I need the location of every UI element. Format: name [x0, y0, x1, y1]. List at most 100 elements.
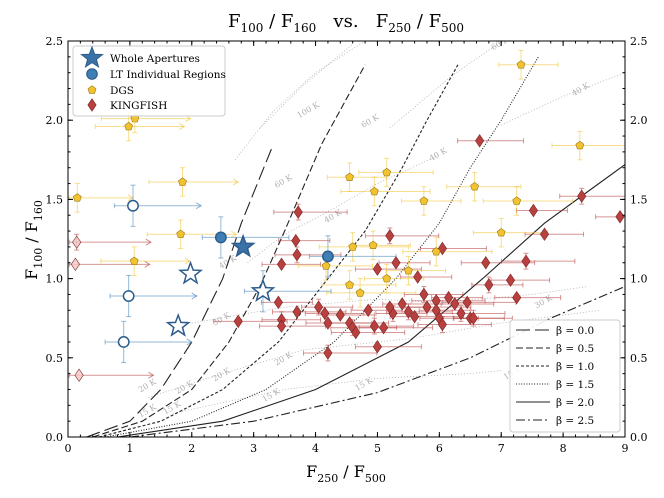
- beta-curve: [129, 285, 625, 437]
- kingfish-point: [72, 235, 82, 249]
- dgs-point: [404, 266, 413, 275]
- whole-aperture-point: [165, 312, 191, 337]
- dgs-point: [345, 172, 354, 181]
- kingfish-point: [293, 205, 303, 219]
- legend-circle-icon: [86, 68, 98, 80]
- legend-pentagon-icon: [87, 85, 97, 94]
- kingfish-point: [372, 339, 382, 354]
- dgs-point: [355, 288, 365, 297]
- temperature-line: [501, 72, 625, 126]
- error-arrow: [184, 257, 191, 265]
- x-tick-label: 5: [374, 442, 381, 455]
- chart-title: F100 / F160 vs. F250 / F500: [228, 11, 464, 35]
- kingfish-point: [462, 295, 472, 310]
- plot-frame: [67, 40, 626, 438]
- beta-label-2: β = 1.0: [556, 361, 594, 373]
- legend-label-dgs: DGS: [110, 85, 134, 97]
- whole-aperture-point: [230, 233, 256, 258]
- temperature-line: [191, 286, 588, 324]
- temperature-label: 40 K: [323, 207, 345, 225]
- temperature-label: 20 K: [273, 350, 295, 368]
- beta-curve: [86, 146, 273, 437]
- y-tick-label-right: 1.5: [630, 193, 648, 206]
- kingfish-point: [539, 227, 550, 241]
- kingfish-point: [276, 257, 287, 272]
- y-tick-label-right: 0.0: [630, 431, 648, 444]
- legend-star-icon: [80, 45, 104, 69]
- legend-label-whole: Whole Apertures: [110, 53, 200, 65]
- temperature-label: 30 K: [533, 293, 555, 311]
- kingfish-point: [397, 297, 407, 311]
- kingfish-point: [379, 320, 389, 335]
- temperature-label: 20 K: [211, 366, 233, 384]
- y-tick-label: 0.0: [46, 431, 64, 444]
- dgs-point: [419, 196, 429, 205]
- kingfish-point: [512, 290, 522, 305]
- kingfish-point: [481, 256, 491, 270]
- kingfish-point: [363, 303, 373, 318]
- kingfish-point: [422, 300, 432, 314]
- temperature-line: [259, 43, 353, 129]
- x-tick-label: 7: [498, 442, 505, 455]
- kingfish-point: [276, 319, 287, 333]
- temperature-label: 15 K: [162, 399, 184, 417]
- kingfish-point: [437, 317, 447, 332]
- beta-label-1: β = 0.5: [556, 343, 594, 355]
- kingfish-point: [505, 273, 516, 287]
- whole-aperture-point: [178, 260, 204, 285]
- kingfish-point: [419, 287, 429, 302]
- x-tick-label: 2: [188, 442, 195, 455]
- beta-curve: [92, 64, 366, 437]
- error-arrow: [185, 115, 192, 123]
- x-tick-label: 8: [560, 442, 567, 455]
- y-tick-label: 2.5: [46, 35, 64, 48]
- x-tick-label: 4: [312, 442, 319, 455]
- y-tick-label: 1.5: [46, 193, 64, 206]
- temperature-label: 30 K: [211, 310, 233, 328]
- error-arrow: [144, 260, 151, 268]
- y-tick-label-right: 2.0: [630, 114, 648, 127]
- error-arrow: [191, 292, 198, 300]
- axes: 0 1 2 3 4 5 6 7 8 90.0 0.00.5 0.51.0 1.01.5 1.52.0 2.0…: [46, 35, 648, 455]
- beta-label-0: β = 0.0: [556, 325, 594, 337]
- legend-frame: [72, 45, 226, 117]
- kingfish-point: [385, 229, 395, 243]
- kingfish-point: [323, 346, 333, 360]
- temperature-label: 15 K: [261, 386, 283, 404]
- y-axis-label: F100 / F160: [22, 200, 45, 280]
- kingfish-point: [70, 257, 80, 272]
- dgs-point: [382, 274, 392, 283]
- kingfish-point: [484, 278, 494, 292]
- dgs-point: [512, 196, 522, 205]
- kingfish-point: [437, 241, 447, 256]
- kingfish-point: [403, 305, 413, 319]
- dgs-point: [321, 261, 331, 270]
- kingfish-point: [385, 300, 395, 314]
- kingfish-point: [615, 210, 625, 224]
- dgs-point: [368, 240, 378, 249]
- x-tick-label: 9: [622, 442, 629, 455]
- legend-label-regions: LT Individual Regions: [110, 69, 226, 81]
- x-axis-label: F250 / F500: [306, 462, 386, 485]
- y-tick-label: 1.0: [46, 273, 64, 286]
- temperature-label: 15 K: [353, 375, 375, 393]
- x-tick-label: 6: [436, 442, 443, 455]
- error-arrow: [232, 178, 240, 186]
- kingfish-point: [273, 295, 283, 310]
- kingfish-series: [70, 134, 625, 382]
- error-arrow: [186, 338, 193, 346]
- kingfish-point: [314, 300, 324, 314]
- kingfish-point: [468, 311, 478, 325]
- kingfish-point: [475, 134, 485, 148]
- kingfish-point: [351, 325, 361, 340]
- beta-curve: [98, 64, 459, 437]
- lt-region-point: [127, 199, 139, 212]
- kingfish-point: [521, 254, 531, 268]
- error-arrow: [231, 230, 238, 238]
- temperature-label: 60 K: [360, 112, 382, 130]
- beta-curve: [105, 56, 539, 437]
- kingfish-point: [410, 309, 420, 324]
- kingfish-point: [456, 306, 466, 321]
- kingfish-point: [577, 189, 587, 203]
